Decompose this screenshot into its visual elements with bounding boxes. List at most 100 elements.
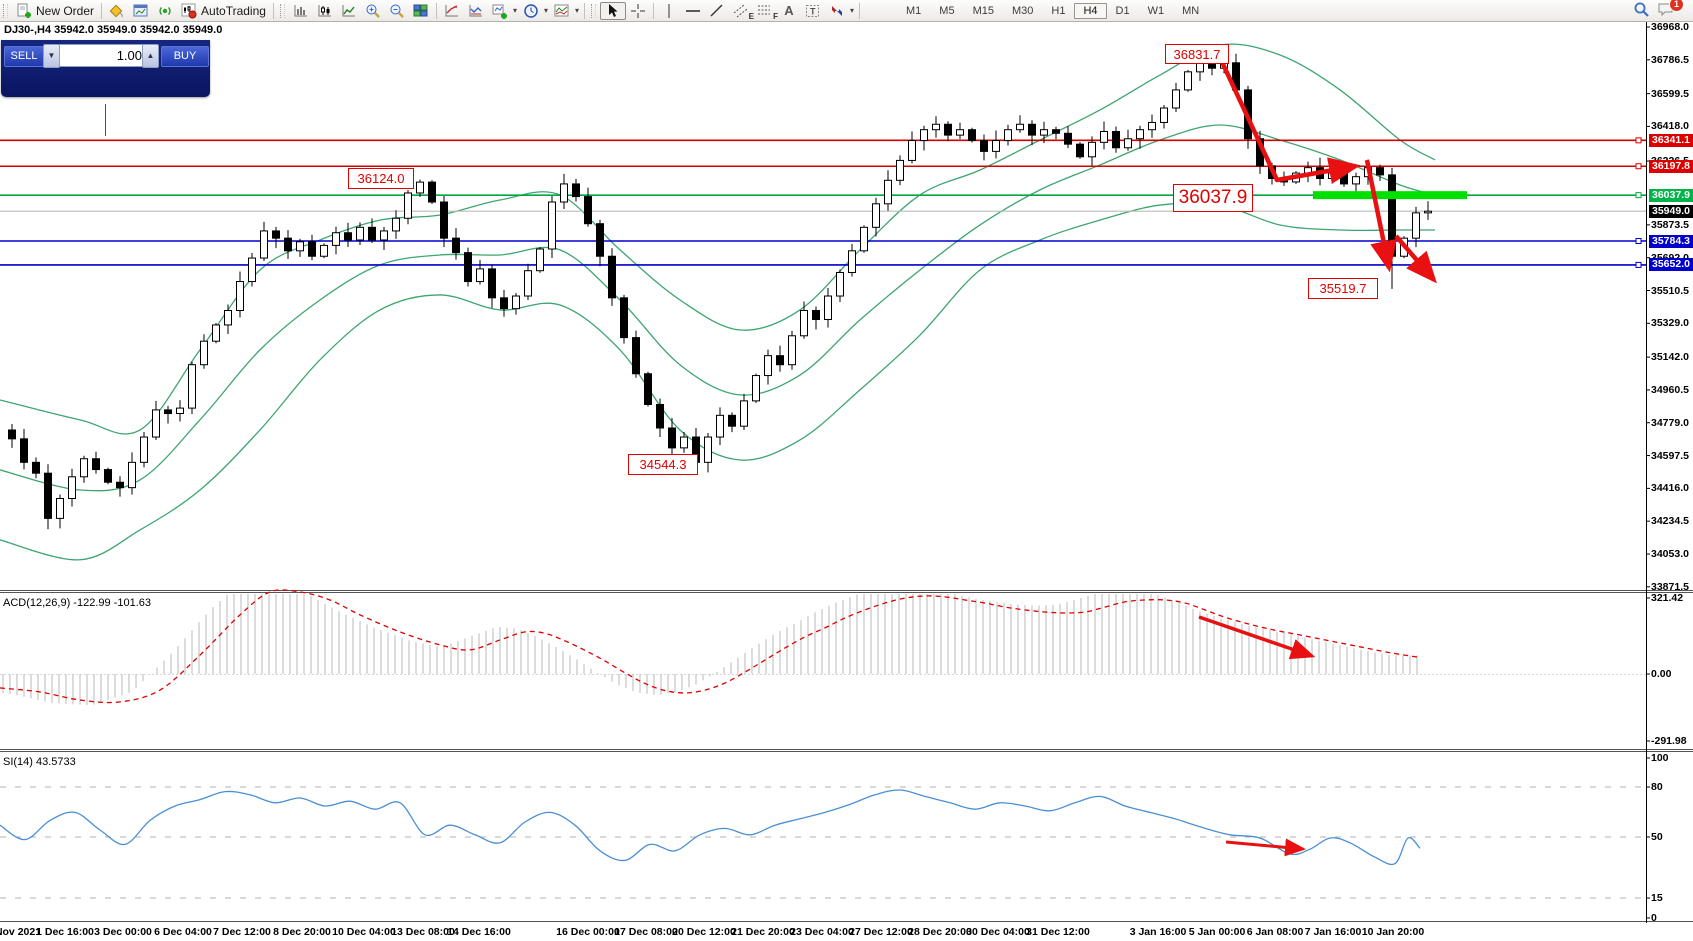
candle-body	[992, 140, 1000, 152]
macd-trend-arrow[interactable]	[1198, 615, 1316, 660]
new-order-label: New Order	[36, 3, 95, 18]
highlight-zone-bar[interactable]	[1313, 191, 1467, 200]
price-badge: 35784.3	[1649, 234, 1693, 248]
indicators-icon[interactable]	[440, 3, 464, 19]
price-divider	[105, 104, 106, 136]
horizontal-line-tool-icon[interactable]	[681, 3, 705, 19]
bar-chart-icon[interactable]	[289, 3, 313, 19]
candle-body	[1088, 141, 1096, 158]
time-label: 21 Dec 20:00	[731, 926, 795, 938]
candle-body	[128, 461, 136, 489]
vertical-line-tool-icon[interactable]	[657, 3, 681, 19]
candle-body	[116, 481, 124, 489]
toolbar-grip[interactable]	[3, 3, 8, 18]
separator	[272, 2, 274, 19]
candle-body	[32, 461, 40, 474]
zoom-in-icon[interactable]	[361, 3, 385, 19]
price-callout-label[interactable]: 36831.7	[1165, 44, 1229, 64]
price-tick-label: 34779.0	[1651, 416, 1689, 429]
candle-body	[704, 436, 712, 463]
price-callout-label[interactable]: 35519.7	[1308, 278, 1378, 299]
fill-color-icon[interactable]	[105, 3, 129, 19]
candle-body	[1328, 172, 1336, 180]
candle-body	[536, 248, 544, 272]
new-order-button[interactable]: New Order	[12, 2, 98, 20]
chart-window-icon[interactable]	[129, 3, 153, 19]
autotrading-button[interactable]: AutoTrading	[177, 2, 270, 20]
candle-body	[728, 414, 736, 427]
price-badge: 35652.0	[1649, 258, 1693, 272]
equidistant-channel-tool-icon[interactable]: E	[729, 3, 754, 20]
timeframe-button-h1[interactable]: H1	[1051, 4, 1066, 17]
timeframe-button-mn[interactable]: MN	[1182, 4, 1200, 17]
sell-button[interactable]: SELL	[4, 46, 44, 67]
new-order-icon	[16, 3, 32, 19]
volume-decrease-button[interactable]: ▼	[43, 44, 60, 68]
price-badge: 36197.8	[1649, 159, 1693, 173]
arrows-caret[interactable]: ▾	[850, 6, 855, 15]
notifications-icon[interactable]: 1	[1657, 0, 1684, 17]
sell-price[interactable]: 35947.5	[2, 106, 104, 136]
buy-price[interactable]: 35956.5	[107, 106, 209, 136]
main-trend-arrow[interactable]	[1364, 159, 1397, 273]
rsi-tick-label: 0	[1651, 912, 1657, 924]
candlestick-chart-icon[interactable]	[313, 3, 337, 19]
new-chart-icon[interactable]	[488, 3, 512, 19]
main-trend-arrow[interactable]	[1394, 234, 1437, 284]
timeframe-button-m5[interactable]: M5	[939, 4, 955, 17]
indicator-window-icon[interactable]	[464, 3, 488, 19]
candle-body	[356, 226, 364, 241]
price-callout-label[interactable]: 36124.0	[348, 168, 414, 189]
volume-increase-button[interactable]: ▲	[142, 44, 159, 68]
price-badge: 35949.0	[1649, 204, 1693, 218]
cursor-tool-icon[interactable]	[600, 1, 626, 20]
crosshair-tool-icon[interactable]	[626, 3, 650, 19]
candle-body	[512, 295, 520, 310]
candle-body	[308, 241, 316, 257]
template-caret[interactable]: ▾	[574, 6, 579, 15]
timeframe-button-d1[interactable]: D1	[1115, 4, 1130, 17]
price-badge: 36037.9	[1649, 188, 1693, 202]
timeframe-button-m30[interactable]: M30	[1011, 4, 1034, 17]
fibonacci-tool-icon[interactable]: F	[753, 3, 778, 20]
level-marker	[1635, 238, 1642, 245]
time-label: 14 Dec 16:00	[447, 926, 511, 938]
price-callout-label[interactable]: 36037.9	[1173, 184, 1253, 212]
timeframe-button-h4[interactable]: H4	[1074, 2, 1107, 19]
buy-button[interactable]: BUY	[161, 46, 209, 67]
new-chart-caret[interactable]: ▾	[512, 6, 517, 15]
price-callout-label[interactable]: 34544.3	[628, 454, 698, 475]
zoom-out-icon[interactable]	[385, 3, 409, 19]
toolbar-grip[interactable]	[591, 3, 596, 18]
candle-body	[584, 196, 592, 225]
text-label-tool-icon[interactable]: T	[801, 3, 825, 19]
buy-price-main: 35956	[125, 116, 168, 133]
arrows-tool-icon[interactable]	[825, 3, 849, 19]
timeframe-button-m15[interactable]: M15	[972, 4, 994, 17]
search-icon[interactable]	[1633, 1, 1649, 17]
tile-windows-icon[interactable]	[409, 3, 433, 19]
rsi-trend-arrow[interactable]	[1225, 838, 1306, 857]
trendline-tool-icon[interactable]	[705, 3, 729, 19]
main-trend-arrow[interactable]	[1219, 61, 1361, 185]
level-marker	[1635, 261, 1642, 268]
candle-body	[920, 129, 928, 142]
timeframe-button-m1[interactable]: M1	[906, 4, 922, 17]
time-label: 10 Jan 20:00	[1361, 926, 1425, 938]
period-clock-icon[interactable]	[519, 3, 543, 19]
volume-input[interactable]: 1.00	[59, 44, 149, 67]
template-icon[interactable]	[550, 3, 574, 19]
signal-icon[interactable]	[153, 3, 177, 19]
time-label: 8 Dec 20:00	[273, 926, 331, 938]
line-chart-icon[interactable]	[337, 3, 361, 19]
text-tool-icon[interactable]: A	[777, 3, 801, 19]
price-tick-label: 34234.5	[1651, 515, 1689, 528]
period-caret[interactable]: ▾	[543, 6, 548, 15]
toolbar: New Order AutoTrading ▾	[0, 0, 1693, 22]
toolbar-grip[interactable]	[279, 3, 285, 18]
time-label: 23 Dec 04:00	[790, 926, 854, 938]
timeframe-button-w1[interactable]: W1	[1147, 4, 1165, 17]
candle-body	[224, 309, 232, 326]
